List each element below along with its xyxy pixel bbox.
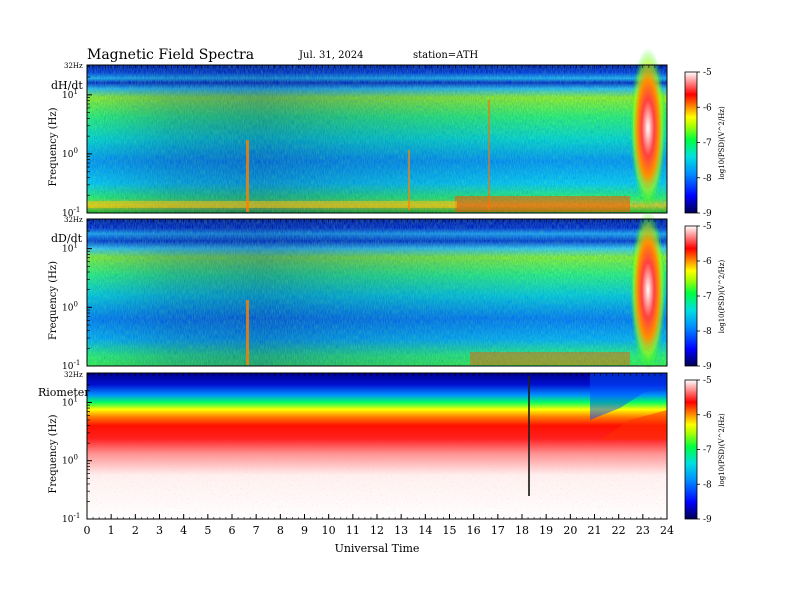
x-tick-label: 23 — [636, 524, 650, 537]
colorbar — [684, 71, 698, 214]
colorbar — [684, 379, 698, 520]
colorbar — [684, 225, 698, 367]
x-tick-label: 22 — [612, 524, 626, 537]
x-tick-label: 12 — [370, 524, 384, 537]
x-tick-label: 17 — [491, 524, 505, 537]
x-tick-label: 1 — [108, 524, 115, 537]
panel-3-label: Riometer — [38, 386, 90, 399]
colorbar-tick-label: -5 — [703, 222, 712, 232]
y-axis-label: Frequency (Hz) — [48, 414, 59, 493]
x-tick-label: 15 — [443, 524, 457, 537]
x-tick-label: 9 — [301, 524, 308, 537]
colorbar-tick-label: -6 — [703, 257, 712, 267]
y-axis-label: Frequency (Hz) — [48, 261, 59, 340]
station-label: station=ATH — [413, 50, 479, 61]
x-tick-label: 3 — [156, 524, 163, 537]
x-tick-label: 13 — [394, 524, 408, 537]
x-tick-label: 16 — [467, 524, 481, 537]
panel-dd-dt: dD/dt 32Hz — [51, 210, 668, 370]
colorbar-tick-label: -9 — [703, 362, 712, 372]
colorbar-tick-label: -8 — [703, 480, 712, 490]
panel-2-top-freq: 32Hz — [64, 216, 83, 224]
x-tick-label: 10 — [322, 524, 336, 537]
figure-title: Magnetic Field Spectra — [87, 47, 254, 63]
colorbar-label: log10(PSD)(V^2/Hz) — [718, 413, 726, 487]
x-tick-label: 21 — [588, 524, 602, 537]
colorbar-tick-label: -9 — [703, 209, 712, 219]
x-tick-label: 7 — [253, 524, 260, 537]
y-tick-label: 10-1 — [62, 512, 80, 525]
x-tick-label: 11 — [346, 524, 360, 537]
x-tick-label: 6 — [229, 524, 236, 537]
colorbar-tick-label: -9 — [703, 515, 712, 525]
x-tick-label: 0 — [84, 524, 91, 537]
y-tick-label: 100 — [62, 147, 78, 160]
colorbar-tick-label: -7 — [703, 292, 712, 302]
x-tick-label: 2 — [132, 524, 139, 537]
panel-1-top-freq: 32Hz — [64, 62, 83, 70]
x-tick-label: 4 — [180, 524, 187, 537]
x-tick-label: 5 — [204, 524, 211, 537]
x-tick-label: 20 — [563, 524, 577, 537]
x-tick-label: 24 — [660, 524, 674, 537]
y-tick-label: 100 — [62, 300, 78, 313]
x-tick-label: 8 — [277, 524, 284, 537]
colorbar-tick-label: -6 — [703, 103, 712, 113]
x-tick-label: 19 — [539, 524, 553, 537]
colorbar-tick-label: -8 — [703, 327, 712, 337]
x-axis-label: Universal Time — [335, 542, 420, 555]
colorbar-tick-label: -8 — [703, 174, 712, 184]
panel-3-top-freq: 32Hz — [64, 371, 83, 379]
colorbar-tick-label: -5 — [703, 68, 712, 78]
colorbar-tick-label: -7 — [703, 139, 712, 149]
y-tick-label: 100 — [62, 454, 78, 467]
panel-1-label: dH/dt — [51, 79, 83, 92]
panel-riometer: Riometer 32Hz — [38, 371, 668, 520]
figure-date: Jul. 31, 2024 — [298, 50, 364, 61]
colorbar-tick-label: -7 — [703, 446, 712, 456]
y-axis-label: Frequency (Hz) — [48, 107, 59, 186]
x-axis: 0 1 2 3 4 5 6 7 8 9 10 11 12 13 14 15 16 17 18 19 20 21 22 23 24 — [84, 514, 674, 537]
colorbar-label: log10(PSD)(V^2/Hz) — [718, 106, 726, 180]
colorbar-tick-label: -6 — [703, 411, 712, 421]
panel-2-label: dD/dt — [51, 232, 83, 245]
x-tick-label: 18 — [515, 524, 529, 537]
colorbar-label: log10(PSD)(V^2/Hz) — [718, 260, 726, 334]
colorbar-tick-label: -5 — [703, 376, 712, 386]
x-tick-label: 14 — [418, 524, 432, 537]
colorbars: -5 -6 -7 -8 -9 log10(PSD)(V^2/Hz) -5 -6 -7 -8 -9 lo… — [684, 68, 726, 525]
panel-dh-dt: dH/dt 32Hz — [51, 48, 668, 214]
